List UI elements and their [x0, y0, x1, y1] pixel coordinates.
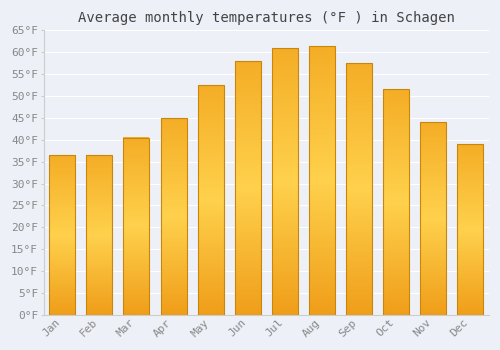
Bar: [124, 138, 150, 315]
Bar: [458, 144, 483, 315]
Bar: [49, 155, 75, 315]
Bar: [272, 48, 298, 315]
Title: Average monthly temperatures (°F ) in Schagen: Average monthly temperatures (°F ) in Sc…: [78, 11, 454, 25]
Bar: [383, 90, 409, 315]
Bar: [86, 155, 113, 315]
Bar: [420, 122, 446, 315]
Bar: [160, 118, 186, 315]
Bar: [346, 63, 372, 315]
Bar: [198, 85, 224, 315]
Bar: [309, 46, 335, 315]
Bar: [234, 61, 260, 315]
